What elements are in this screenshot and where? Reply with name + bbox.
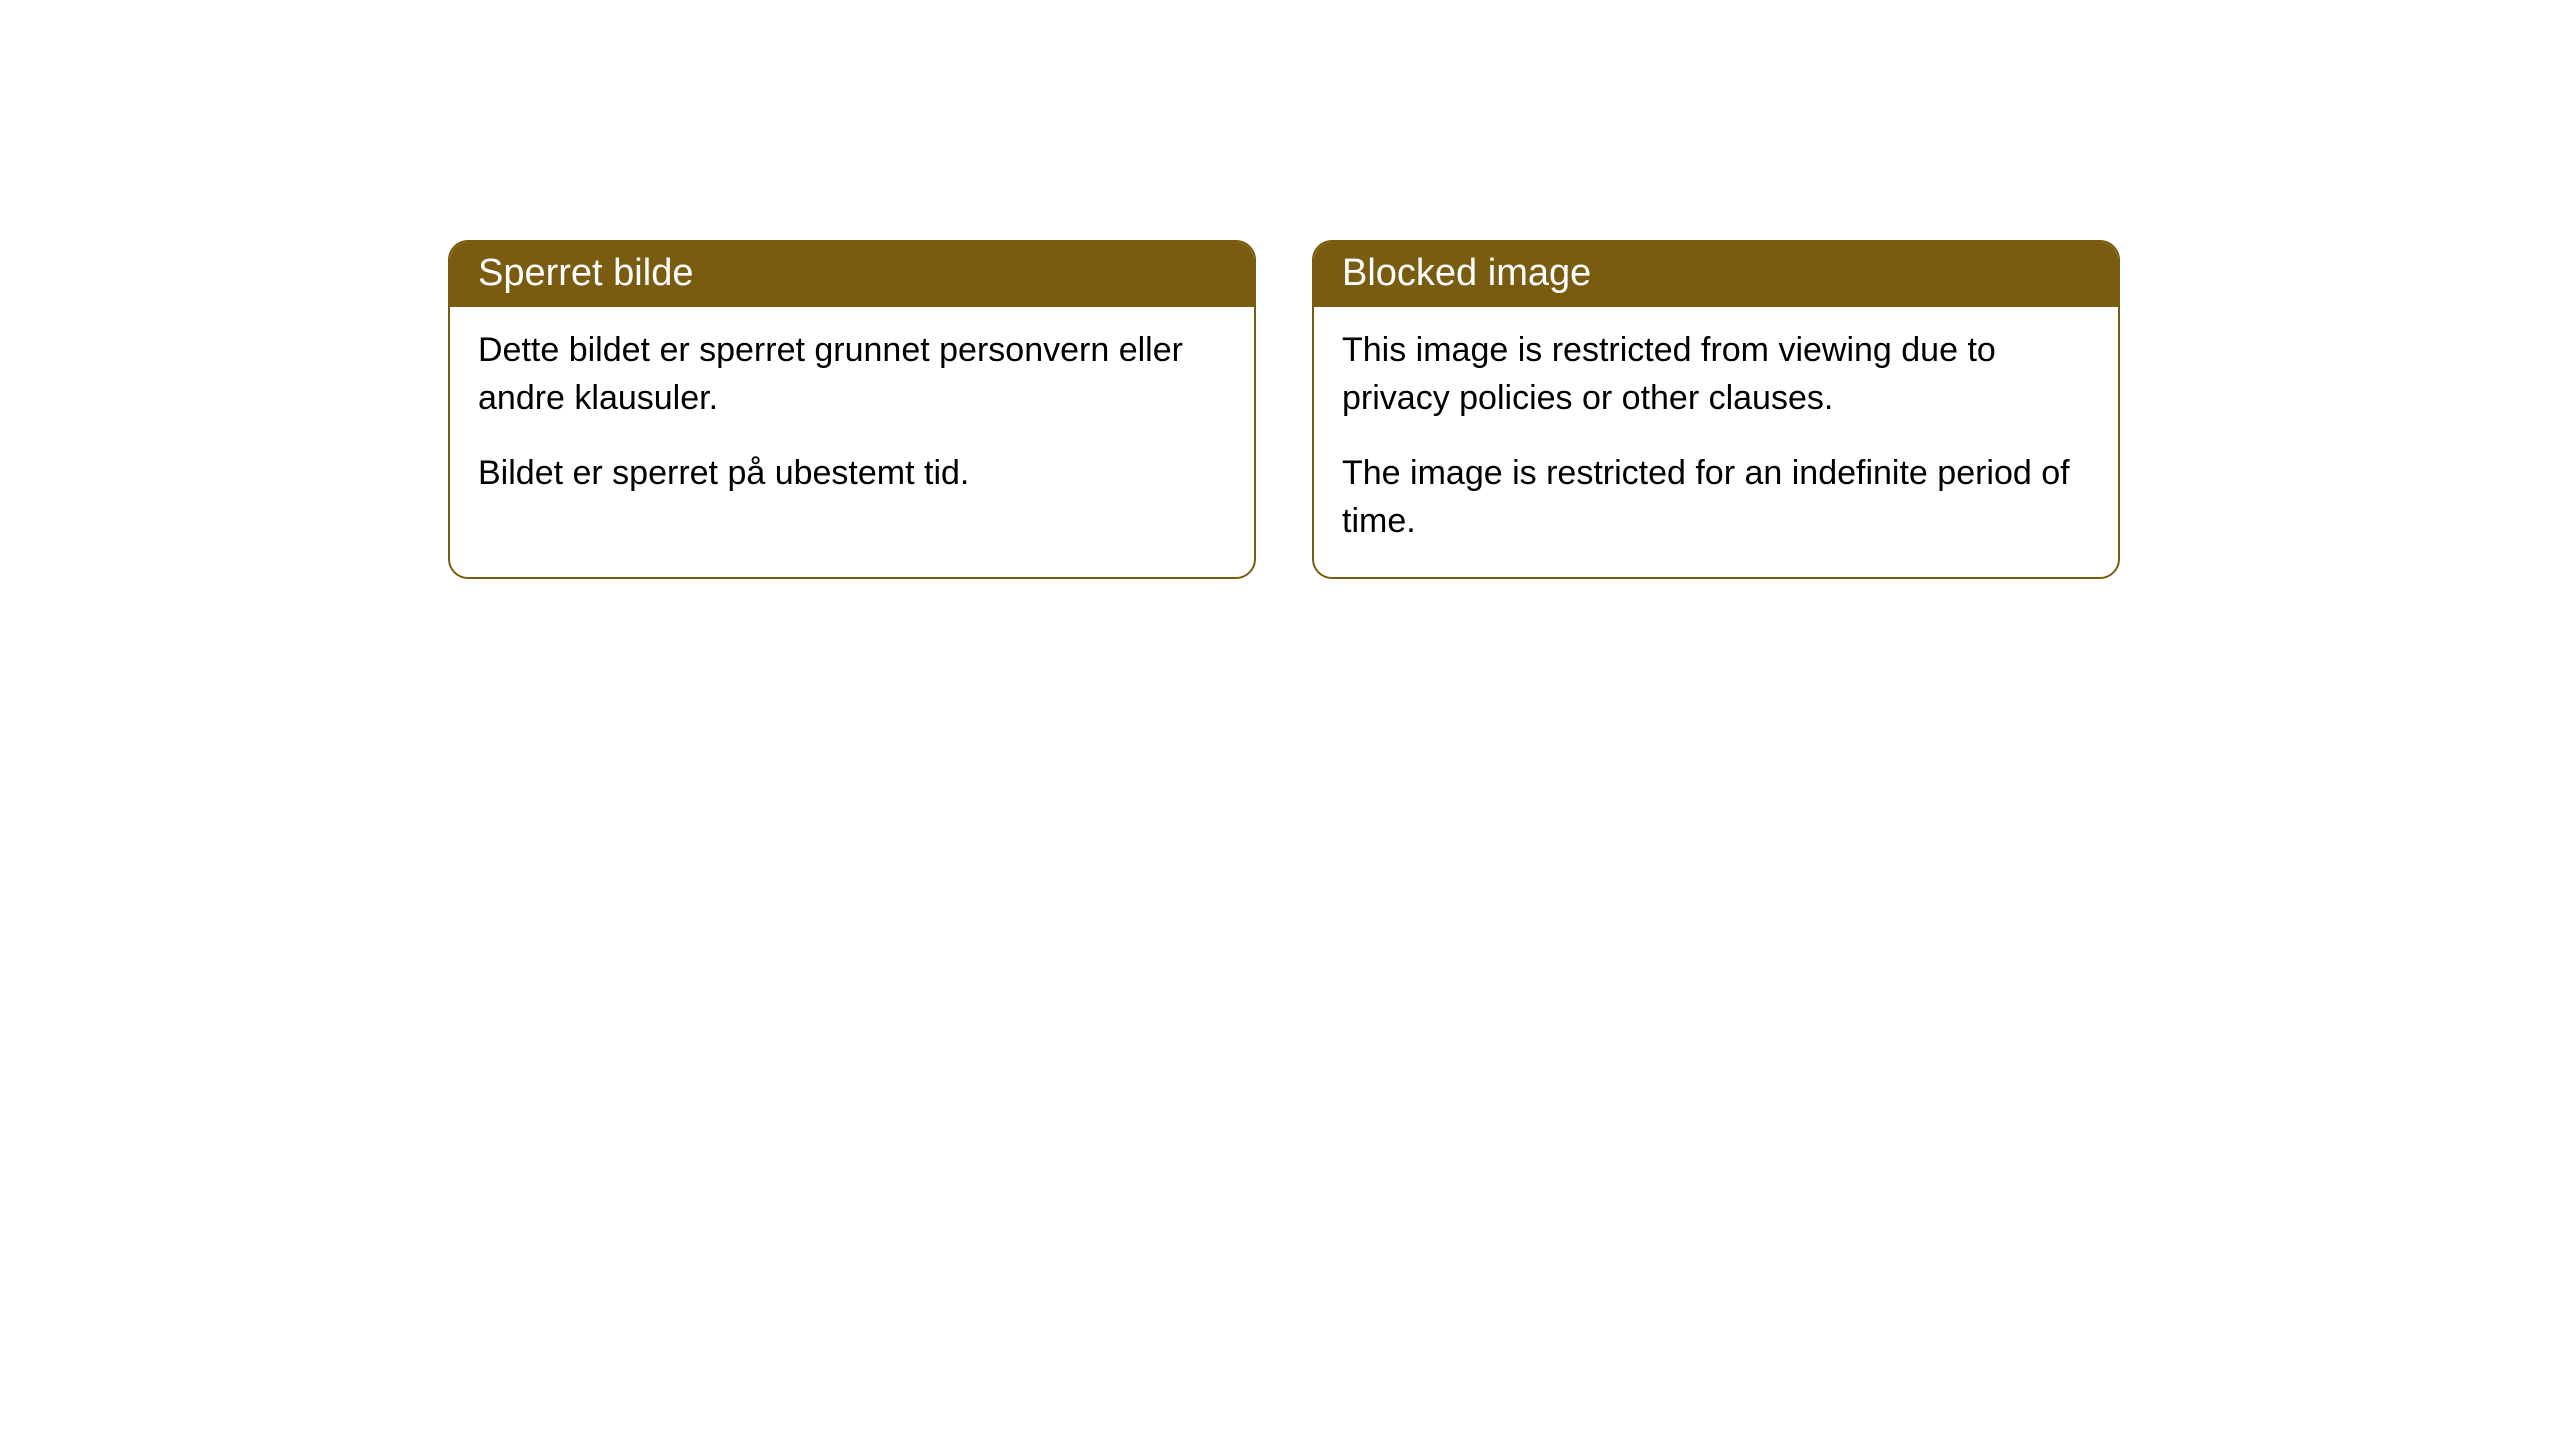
notice-title: Blocked image bbox=[1342, 252, 1591, 294]
notice-paragraph: The image is restricted for an indefinit… bbox=[1342, 450, 2090, 545]
notice-title: Sperret bilde bbox=[478, 252, 693, 294]
notice-header: Blocked image bbox=[1314, 242, 2118, 307]
notice-paragraph: This image is restricted from viewing du… bbox=[1342, 327, 2090, 422]
notice-body: This image is restricted from viewing du… bbox=[1314, 307, 2118, 577]
notice-card-english: Blocked image This image is restricted f… bbox=[1312, 240, 2120, 579]
notice-paragraph: Dette bildet er sperret grunnet personve… bbox=[478, 327, 1226, 422]
notice-card-norwegian: Sperret bilde Dette bildet er sperret gr… bbox=[448, 240, 1256, 579]
notice-body: Dette bildet er sperret grunnet personve… bbox=[450, 307, 1254, 530]
notice-paragraph: Bildet er sperret på ubestemt tid. bbox=[478, 450, 1226, 498]
notice-header: Sperret bilde bbox=[450, 242, 1254, 307]
notice-container: Sperret bilde Dette bildet er sperret gr… bbox=[448, 240, 2120, 579]
